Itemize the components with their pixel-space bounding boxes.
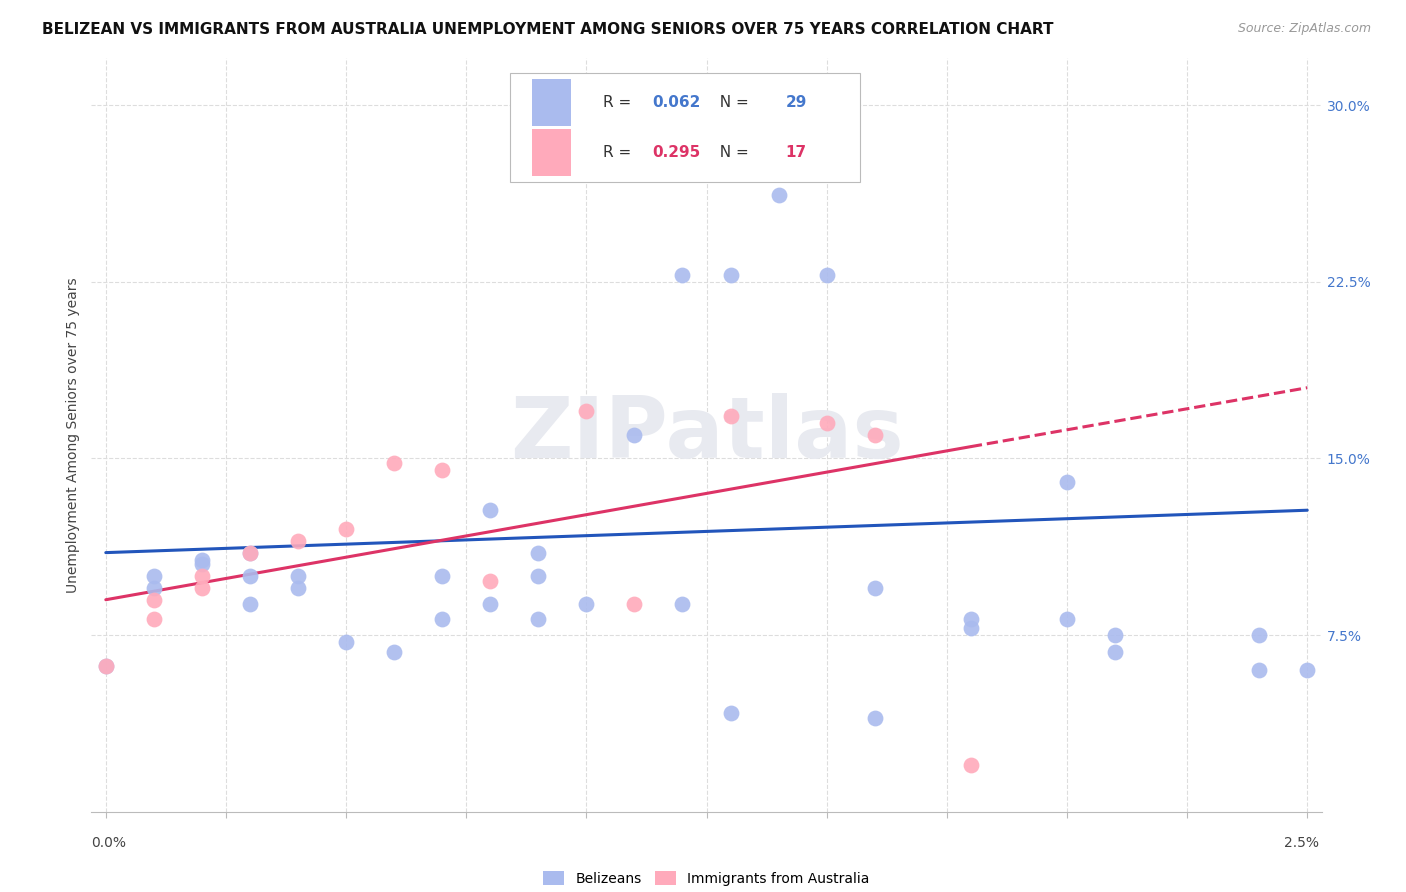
Point <box>287 581 309 595</box>
Point <box>432 463 454 477</box>
Point <box>239 598 262 612</box>
Point <box>575 404 598 418</box>
Text: N =: N = <box>710 95 754 110</box>
Point <box>142 581 165 595</box>
FancyBboxPatch shape <box>509 73 860 182</box>
Point <box>720 268 742 282</box>
Point <box>191 581 214 595</box>
Point <box>815 268 838 282</box>
Point <box>239 546 262 560</box>
Point <box>671 598 693 612</box>
Point <box>239 546 262 560</box>
Point <box>94 658 117 673</box>
Point <box>479 598 502 612</box>
Point <box>191 552 214 566</box>
Point <box>142 569 165 583</box>
Y-axis label: Unemployment Among Seniors over 75 years: Unemployment Among Seniors over 75 years <box>66 277 80 592</box>
Point <box>382 456 405 470</box>
Point <box>94 658 117 673</box>
Point <box>863 581 886 595</box>
Point <box>768 187 790 202</box>
Bar <box>531 79 571 126</box>
Point <box>575 598 598 612</box>
Text: 17: 17 <box>785 145 807 161</box>
Text: 29: 29 <box>785 95 807 110</box>
Point <box>623 598 645 612</box>
Text: 2.5%: 2.5% <box>1284 836 1319 850</box>
Point <box>382 644 405 658</box>
Point <box>1056 475 1078 489</box>
Point <box>959 621 981 635</box>
Point <box>1056 611 1078 625</box>
Point <box>1104 628 1126 642</box>
Text: 0.295: 0.295 <box>652 145 700 161</box>
Point <box>959 757 981 772</box>
Point <box>432 611 454 625</box>
Point <box>1104 644 1126 658</box>
Text: Source: ZipAtlas.com: Source: ZipAtlas.com <box>1237 22 1371 36</box>
Point <box>1296 664 1319 678</box>
Point <box>623 428 645 442</box>
Point <box>1249 628 1271 642</box>
Text: BELIZEAN VS IMMIGRANTS FROM AUSTRALIA UNEMPLOYMENT AMONG SENIORS OVER 75 YEARS C: BELIZEAN VS IMMIGRANTS FROM AUSTRALIA UN… <box>42 22 1053 37</box>
Point <box>527 611 550 625</box>
Point <box>432 569 454 583</box>
Point <box>142 592 165 607</box>
Text: R =: R = <box>603 145 637 161</box>
Point <box>479 503 502 517</box>
Text: R =: R = <box>603 95 637 110</box>
Point <box>720 409 742 423</box>
Point <box>527 569 550 583</box>
Point <box>959 611 981 625</box>
Point <box>479 574 502 588</box>
Text: 0.0%: 0.0% <box>91 836 127 850</box>
Point <box>863 710 886 724</box>
Bar <box>531 129 571 177</box>
Point <box>527 546 550 560</box>
Point <box>1249 664 1271 678</box>
Point <box>287 533 309 548</box>
Point <box>720 706 742 720</box>
Point <box>335 635 357 649</box>
Point <box>191 558 214 572</box>
Point <box>863 428 886 442</box>
Point <box>335 522 357 536</box>
Text: ZIPatlas: ZIPatlas <box>509 393 904 476</box>
Point <box>142 611 165 625</box>
Point <box>287 569 309 583</box>
Point <box>671 268 693 282</box>
Point <box>191 569 214 583</box>
Point <box>815 416 838 430</box>
Point <box>239 569 262 583</box>
Text: 0.062: 0.062 <box>652 95 700 110</box>
Text: N =: N = <box>710 145 754 161</box>
Legend: Belizeans, Immigrants from Australia: Belizeans, Immigrants from Australia <box>537 865 876 891</box>
